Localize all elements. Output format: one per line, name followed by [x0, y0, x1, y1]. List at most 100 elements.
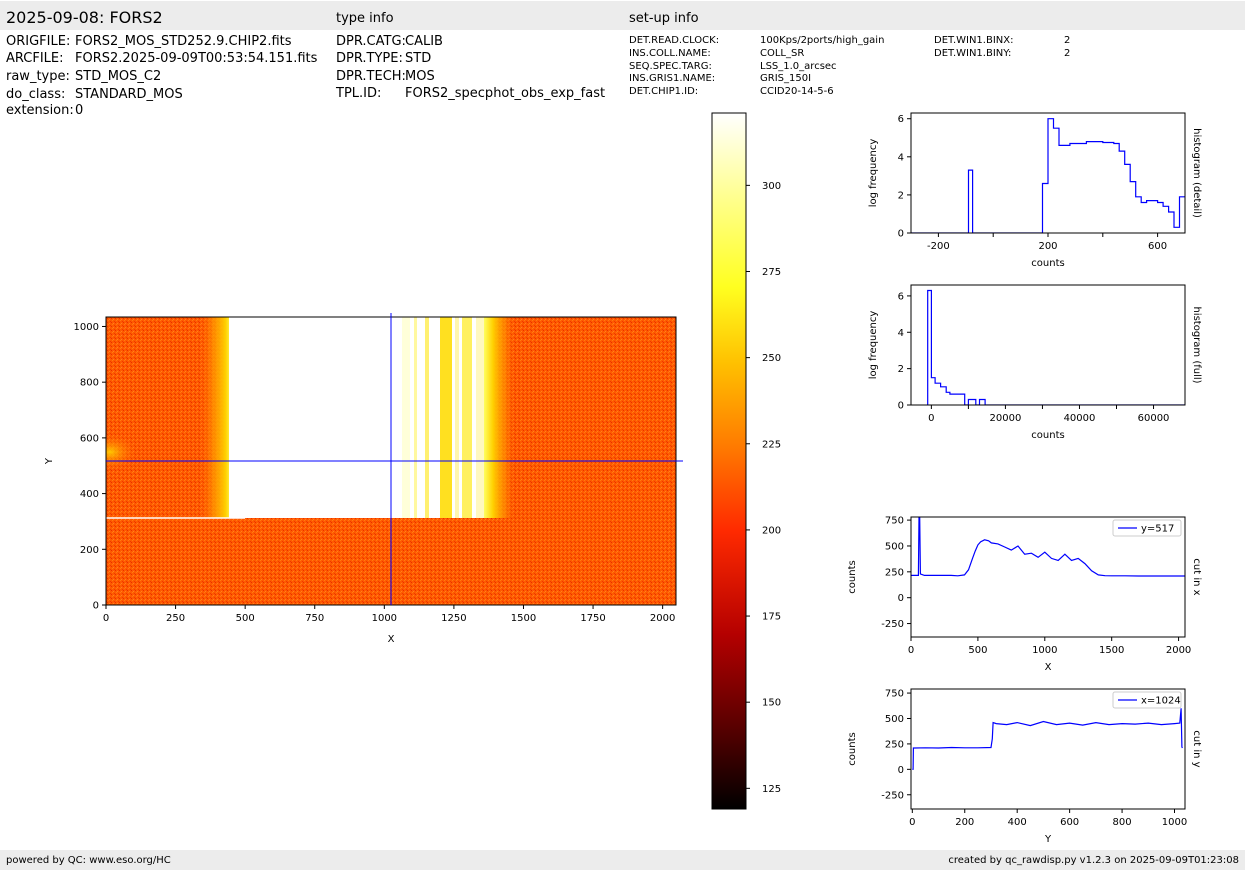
y-tick-label: 0: [898, 401, 904, 412]
y-tick-label: 400: [80, 489, 99, 500]
y-tick-label: 2: [898, 190, 904, 201]
y-tick-label: 4: [898, 328, 904, 339]
type-info-key: DPR.CATG:: [336, 34, 406, 49]
x-tick-label: 200: [1038, 241, 1057, 252]
setup-info-key: DET.CHIP1.ID:: [629, 86, 699, 97]
histogram-detail-plot: -200 200 600 0 2 4 6 counts log frequency histogr…: [868, 112, 1202, 269]
y-axis-label: counts: [847, 560, 858, 593]
plot-frame: [910, 284, 1186, 406]
page-title: 2025-09-08: FORS2: [6, 8, 163, 27]
x-tick-label: 400: [1008, 817, 1027, 828]
x-axis-label: counts: [1031, 430, 1064, 441]
y-axis-label: log frequency: [868, 311, 879, 380]
x-tick-label: 0: [103, 613, 109, 624]
legend-label: x=1024: [1141, 696, 1181, 707]
y-tick-label: 250: [885, 567, 904, 578]
colorbar-tick-label: 225: [762, 439, 781, 450]
y-tick-label: 500: [885, 714, 904, 725]
setup-info-value: COLL_SR: [760, 48, 805, 59]
plot-side-title: histogram (full): [1191, 306, 1202, 383]
x-axis-label: X: [1045, 662, 1052, 673]
x-tick-label: 0: [928, 413, 934, 424]
file-info-value: STD_MOS_C2: [75, 69, 162, 84]
type-info-key: TPL.ID:: [336, 86, 382, 101]
x-tick-label: 1000: [1162, 817, 1187, 828]
setup-info-key: INS.GRIS1.NAME:: [629, 73, 716, 84]
file-info-key: do_class:: [6, 87, 66, 102]
y-tick-label: 250: [885, 739, 904, 750]
colorbar-ticks: 125 150 175 200 225 250 275 300: [746, 181, 781, 795]
x-tick-label: 1000: [372, 613, 397, 624]
type-info-value: MOS: [405, 69, 435, 84]
setup-info-key: INS.COLL.NAME:: [629, 48, 711, 59]
y-tick-label: 0: [898, 765, 904, 776]
setup-info-value: 2: [1064, 48, 1071, 59]
y-axis-label: counts: [847, 732, 858, 765]
setup-info-key: DET.WIN1.BINX:: [934, 35, 1014, 46]
x-tick-label: 40000: [1064, 413, 1096, 424]
plot-area: [911, 689, 1185, 809]
y-axis-label: log frequency: [868, 139, 879, 208]
x-axis-label: counts: [1031, 258, 1064, 269]
file-info-value: FORS2_MOS_STD252.9.CHIP2.fits: [75, 34, 292, 49]
x-tick-label: 250: [166, 613, 185, 624]
x-axis-label: X: [388, 634, 395, 645]
series-line: [912, 708, 1183, 770]
plot-side-title: cut in x: [1191, 558, 1202, 595]
y-tick-label: 750: [885, 516, 904, 527]
y-tick-label: 0: [898, 593, 904, 604]
setup-info-key: DET.READ.CLOCK:: [629, 35, 720, 46]
file-info-key: ARCFILE:: [6, 51, 64, 66]
file-info-value: 0: [75, 103, 84, 118]
y-tick-label: 2: [898, 364, 904, 375]
footer-left: powered by QC: www.eso.org/HC: [6, 855, 171, 866]
footer-right: created by qc_rawdisp.py v1.2.3 on 2025-…: [948, 855, 1239, 866]
legend-box: [1112, 519, 1182, 537]
file-info-value: STANDARD_MOS: [75, 87, 183, 102]
x-tick-label: 1500: [511, 613, 536, 624]
x-tick-label: 1000: [1032, 645, 1057, 656]
y-tick-label: 600: [80, 433, 99, 444]
y-tick-label: 6: [898, 291, 904, 302]
type-info-value: CALIB: [405, 34, 443, 49]
x-tick-label: 2000: [1166, 645, 1191, 656]
y-tick-label: 1000: [74, 322, 99, 333]
plot-side-title: histogram (detail): [1191, 128, 1202, 218]
x-tick-label: 0: [908, 645, 914, 656]
y-tick-label: -250: [881, 619, 904, 630]
colorbar-tick-label: 250: [762, 353, 781, 364]
type-info-label: type info: [336, 11, 394, 26]
x-tick-label: 20000: [990, 413, 1022, 424]
legend-box: [1112, 691, 1182, 709]
y-tick-label: 6: [898, 114, 904, 125]
x-tick-label: 200: [955, 817, 974, 828]
plot-frame: [910, 516, 1186, 638]
x-tick-label: 800: [1113, 817, 1132, 828]
y-tick-label: 800: [80, 378, 99, 389]
colorbar-tick-label: 275: [762, 267, 781, 278]
setup-info-value: 2: [1064, 35, 1071, 46]
x-axis-label: Y: [1044, 834, 1052, 845]
file-info-key: ORIGFILE:: [6, 34, 71, 49]
x-tick-label: 1750: [580, 613, 605, 624]
legend-label: y=517: [1141, 524, 1174, 535]
colorbar-tick-label: 150: [762, 698, 781, 709]
y-tick-label: 750: [885, 689, 904, 700]
x-tick-label: 1250: [441, 613, 466, 624]
x-tick-label: 60000: [1138, 413, 1170, 424]
x-tick-label: 500: [236, 613, 255, 624]
setup-info-value: GRIS_150I: [760, 73, 812, 84]
file-info-value: FORS2.2025-09-09T00:53:54.151.fits: [75, 51, 318, 66]
file-info-key: raw_type:: [6, 69, 70, 84]
plot-frame: [910, 688, 1186, 810]
setup-info-value: CCID20-14-5-6: [760, 86, 834, 97]
x-tick-label: 600: [1148, 241, 1167, 252]
y-tick-label: -250: [881, 790, 904, 801]
setup-info-key: DET.WIN1.BINY:: [934, 48, 1012, 59]
series-line: [911, 517, 1185, 577]
y-axis-label: Y: [44, 457, 55, 465]
footer-bar: [0, 850, 1245, 870]
x-tick-label: 0: [909, 817, 915, 828]
